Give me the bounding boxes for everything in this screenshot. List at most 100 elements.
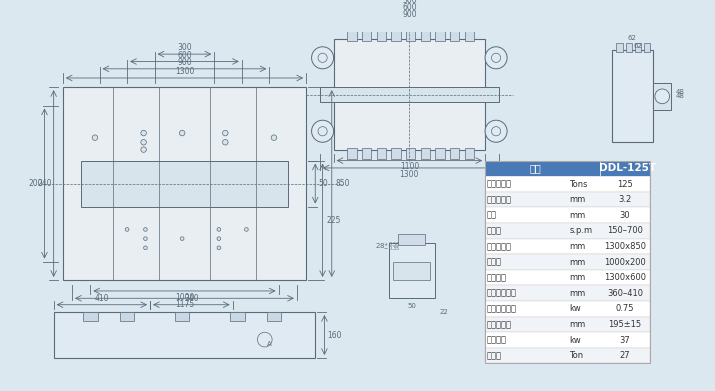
Text: $28^{+0.50}_{-0.35}$: $28^{+0.50}_{-0.35}$	[375, 241, 400, 255]
Text: mm: mm	[570, 242, 586, 251]
Circle shape	[144, 228, 147, 231]
Text: mm: mm	[570, 258, 586, 267]
Bar	[334, 39, 485, 150]
Text: 900: 900	[177, 58, 192, 67]
Text: mm: mm	[570, 320, 586, 329]
Bar	[485, 317, 650, 332]
Text: kw: kw	[570, 335, 581, 344]
Text: 300: 300	[402, 0, 417, 5]
Bar	[320, 87, 499, 102]
Bar	[485, 176, 650, 192]
Bar	[485, 161, 650, 364]
Text: 衝程數: 衝程數	[487, 226, 502, 235]
Text: 22: 22	[439, 309, 448, 315]
Bar	[450, 148, 459, 159]
Bar	[347, 30, 357, 41]
Text: 1300: 1300	[174, 67, 194, 76]
Text: 50: 50	[610, 236, 619, 242]
Text: Ton: Ton	[570, 351, 583, 360]
Bar	[63, 87, 306, 280]
Text: 240: 240	[37, 179, 51, 188]
Bar	[435, 148, 445, 159]
Text: 滑座面積: 滑座面積	[487, 273, 507, 282]
Text: 公称作用力: 公称作用力	[487, 179, 512, 188]
Bar	[485, 270, 650, 285]
Circle shape	[141, 130, 147, 136]
Text: 1000: 1000	[174, 293, 194, 302]
Text: 160: 160	[327, 330, 342, 339]
Text: 360–410: 360–410	[607, 289, 643, 298]
Text: 下料孔: 下料孔	[487, 258, 502, 267]
Text: 1175: 1175	[175, 300, 194, 309]
Bar	[119, 312, 134, 321]
Bar	[393, 262, 430, 280]
Bar	[485, 348, 650, 364]
Text: 0.75: 0.75	[616, 304, 634, 313]
Circle shape	[217, 246, 221, 249]
Text: 150–700: 150–700	[607, 226, 643, 235]
Bar	[616, 43, 623, 52]
Text: 900: 900	[402, 10, 417, 19]
Circle shape	[655, 89, 669, 104]
Text: $28^{+0.50}_{-0.35}$: $28^{+0.50}_{-0.35}$	[623, 179, 649, 193]
Text: s.p.m: s.p.m	[570, 226, 593, 235]
Bar	[450, 30, 459, 41]
Bar	[391, 148, 400, 159]
Bar	[612, 50, 653, 142]
Circle shape	[485, 120, 507, 142]
Text: 主機馬達: 主機馬達	[487, 335, 507, 344]
Text: 62: 62	[634, 43, 643, 49]
Circle shape	[179, 130, 185, 136]
Bar	[485, 223, 650, 239]
Bar	[653, 83, 671, 110]
Text: 規型: 規型	[530, 163, 541, 174]
Circle shape	[125, 228, 129, 231]
Circle shape	[180, 237, 184, 240]
Text: 850: 850	[335, 179, 350, 188]
Circle shape	[222, 140, 228, 145]
Text: Tons: Tons	[570, 179, 588, 188]
Text: 22: 22	[631, 245, 639, 251]
Bar	[406, 30, 415, 41]
Text: 1100: 1100	[400, 162, 419, 171]
Text: 300: 300	[177, 43, 192, 52]
Circle shape	[217, 228, 221, 231]
Text: mm: mm	[570, 195, 586, 204]
Bar	[398, 234, 425, 245]
Text: 30: 30	[620, 211, 631, 220]
Circle shape	[144, 237, 147, 240]
Text: 410: 410	[94, 294, 109, 303]
Text: 送料線高度: 送料線高度	[487, 320, 512, 329]
Bar	[174, 312, 189, 321]
Text: 600: 600	[402, 3, 417, 12]
Text: 1300x600: 1300x600	[604, 273, 646, 282]
Bar	[465, 148, 474, 159]
Circle shape	[141, 147, 147, 152]
Bar	[267, 312, 281, 321]
Text: DDL-125T: DDL-125T	[598, 163, 656, 174]
Bar	[635, 43, 641, 52]
Bar	[391, 30, 400, 41]
Circle shape	[141, 140, 147, 145]
Bar	[485, 254, 650, 270]
Text: 62: 62	[628, 35, 637, 41]
Circle shape	[312, 47, 334, 69]
Text: 1300x850: 1300x850	[604, 242, 646, 251]
Bar	[485, 285, 650, 301]
Bar	[600, 161, 650, 176]
Text: 模高調整行程: 模高調整行程	[487, 289, 517, 298]
Text: 27: 27	[620, 351, 631, 360]
Text: A: A	[267, 341, 272, 347]
Text: mm: mm	[570, 273, 586, 282]
Bar	[83, 312, 98, 321]
Bar	[435, 30, 445, 41]
Bar	[362, 148, 371, 159]
Bar	[485, 192, 650, 207]
Circle shape	[245, 228, 248, 231]
Text: 340: 340	[184, 294, 199, 303]
Bar	[406, 148, 415, 159]
Text: 195±15: 195±15	[608, 320, 641, 329]
Bar	[377, 148, 386, 159]
Text: 1000x200: 1000x200	[604, 258, 646, 267]
Circle shape	[222, 130, 228, 136]
